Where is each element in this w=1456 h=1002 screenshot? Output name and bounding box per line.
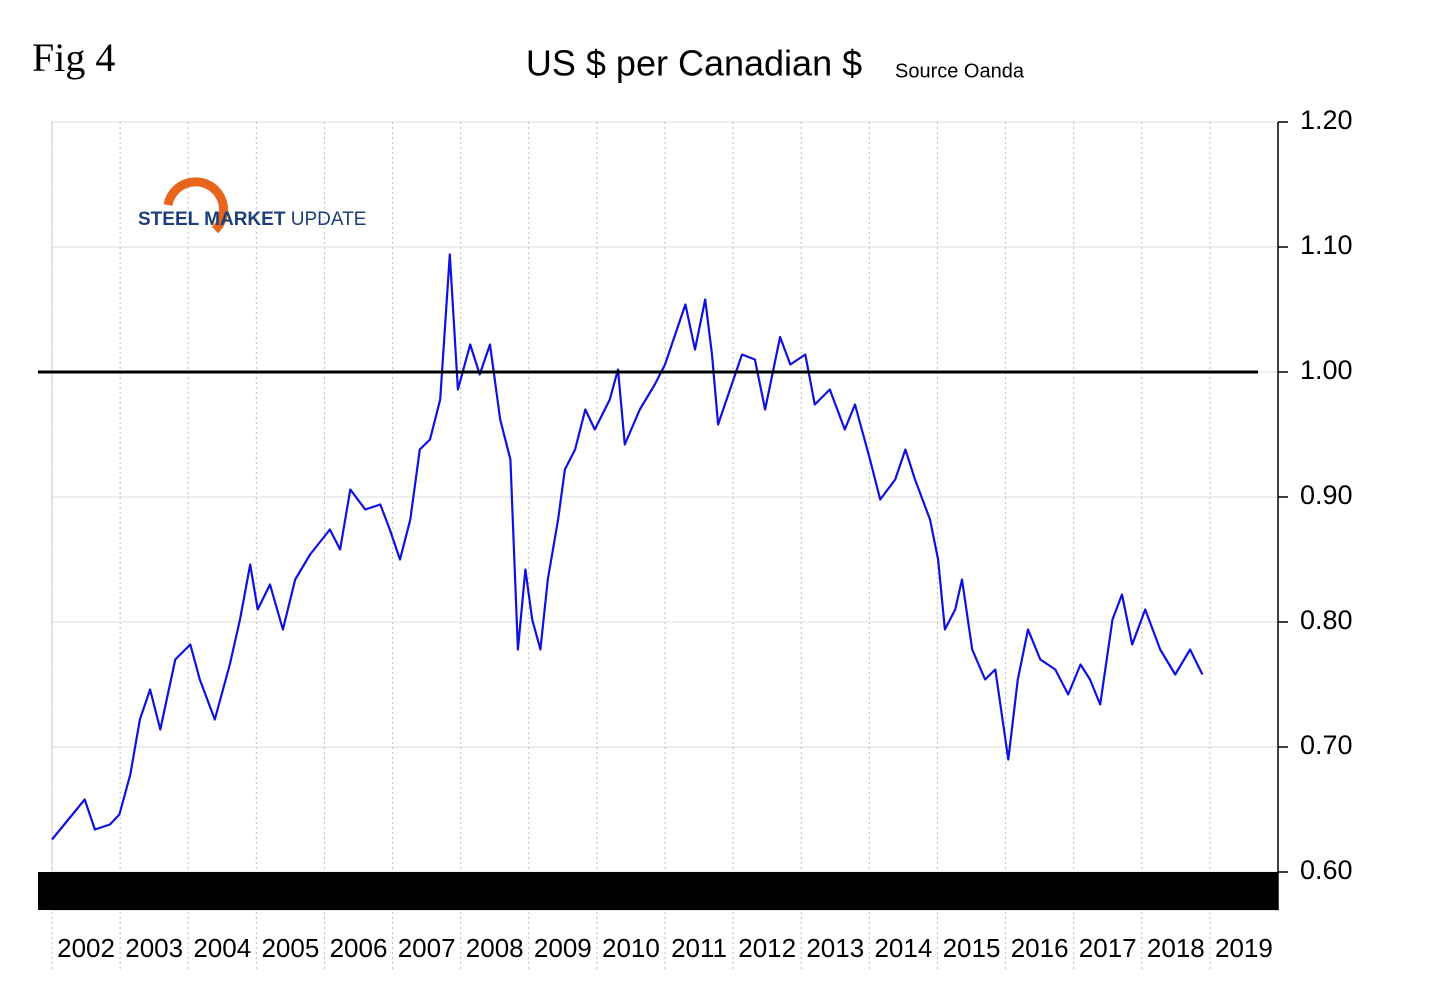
- logo-text: STEEL MARKET UPDATE: [138, 209, 366, 230]
- x-tick-label: 2013: [806, 933, 864, 963]
- y-tick-label: 1.00: [1300, 355, 1353, 385]
- axis-band: [38, 872, 1278, 910]
- x-tick-label: 2015: [943, 933, 1001, 963]
- x-tick-label: 2004: [193, 933, 251, 963]
- data-line: [51, 253, 1204, 841]
- x-tick-label: 2006: [330, 933, 388, 963]
- logo-strong: STEEL MARKET: [138, 209, 286, 230]
- logo: STEEL MARKET UPDATE: [138, 177, 366, 234]
- x-tick-label: 2003: [125, 933, 183, 963]
- chart-title: US $ per Canadian $: [526, 43, 862, 84]
- x-tick-label: 2018: [1147, 933, 1205, 963]
- figure-label: Fig 4: [32, 35, 115, 80]
- y-tick-label: 0.80: [1300, 605, 1353, 635]
- y-tick-label: 1.20: [1300, 105, 1353, 135]
- x-tick-label: 2016: [1011, 933, 1069, 963]
- x-tick-label: 2014: [874, 933, 932, 963]
- x-tick-label: 2010: [602, 933, 660, 963]
- x-tick-label: 2007: [398, 933, 456, 963]
- logo-arc: [163, 177, 229, 234]
- x-tick-label: 2009: [534, 933, 592, 963]
- x-tick-label: 2019: [1215, 933, 1273, 963]
- x-tick-label: 2012: [738, 933, 796, 963]
- x-tick-label: 2008: [466, 933, 524, 963]
- y-tick-label: 1.10: [1300, 230, 1353, 260]
- x-tick-label: 2017: [1079, 933, 1137, 963]
- chart-subtitle: Source Oanda: [895, 60, 1025, 82]
- x-tick-label: 2002: [57, 933, 115, 963]
- x-tick-label: 2011: [671, 933, 727, 963]
- y-tick-label: 0.90: [1300, 480, 1353, 510]
- y-tick-label: 0.60: [1300, 855, 1353, 885]
- logo-light: UPDATE: [291, 209, 367, 230]
- x-tick-label: 2005: [261, 933, 319, 963]
- plot-frame: [51, 121, 1279, 911]
- y-tick-label: 0.70: [1300, 730, 1353, 760]
